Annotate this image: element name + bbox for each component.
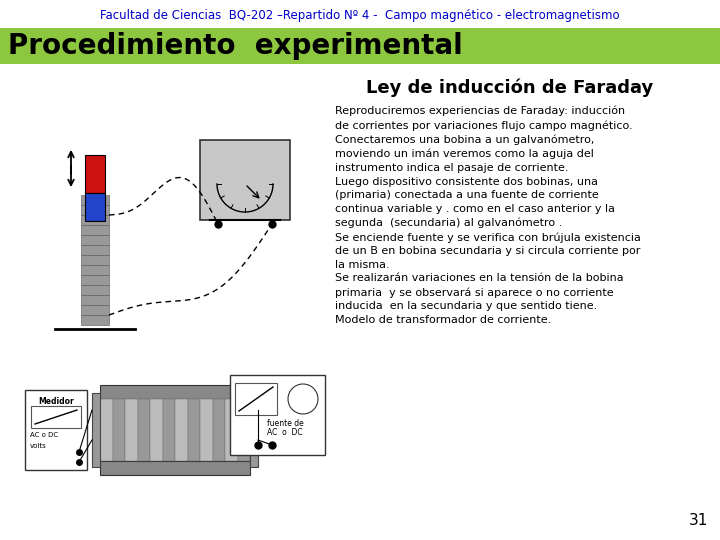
- Bar: [187, 399, 200, 461]
- Bar: [175, 399, 187, 461]
- Bar: [81, 245, 109, 255]
- Bar: [92, 393, 100, 467]
- Bar: [81, 205, 109, 215]
- Bar: [200, 399, 212, 461]
- Bar: [112, 399, 125, 461]
- Bar: [150, 399, 163, 461]
- Bar: [81, 235, 109, 245]
- Bar: [225, 399, 238, 461]
- Bar: [230, 375, 325, 455]
- Text: AC  o  DC: AC o DC: [267, 428, 303, 437]
- Text: Medidor: Medidor: [38, 397, 74, 406]
- Text: Procedimiento  experimental: Procedimiento experimental: [8, 32, 463, 60]
- Text: Facultad de Ciencias  BQ-202 –Repartido Nº 4 -  Campo magnético - electromagneti: Facultad de Ciencias BQ-202 –Repartido N…: [100, 10, 620, 23]
- Bar: [25, 390, 87, 470]
- Bar: [81, 315, 109, 325]
- Bar: [138, 399, 150, 461]
- Bar: [81, 305, 109, 315]
- Text: fuente de: fuente de: [266, 419, 303, 428]
- Bar: [238, 399, 250, 461]
- Bar: [85, 155, 105, 193]
- Text: 31: 31: [688, 513, 708, 528]
- Text: volts: volts: [30, 443, 47, 449]
- Text: Reproduciremos experiencias de Faraday: inducción
de corrientes por variaciones : Reproduciremos experiencias de Faraday: …: [335, 106, 641, 325]
- Bar: [81, 215, 109, 225]
- Bar: [81, 265, 109, 275]
- Bar: [250, 393, 258, 467]
- Bar: [0, 28, 720, 64]
- Text: Ley de inducción de Faraday: Ley de inducción de Faraday: [366, 79, 654, 97]
- Bar: [235, 383, 277, 415]
- Circle shape: [288, 384, 318, 414]
- Bar: [81, 225, 109, 235]
- Bar: [100, 461, 250, 475]
- Bar: [81, 195, 109, 205]
- Bar: [81, 255, 109, 265]
- Text: AC o DC: AC o DC: [30, 432, 58, 438]
- Bar: [212, 399, 225, 461]
- Bar: [81, 275, 109, 285]
- Bar: [125, 399, 138, 461]
- Bar: [100, 385, 250, 399]
- Bar: [100, 399, 112, 461]
- Bar: [85, 193, 105, 221]
- Bar: [81, 285, 109, 295]
- Bar: [81, 295, 109, 305]
- Bar: [163, 399, 175, 461]
- Bar: [200, 140, 290, 220]
- Bar: [31, 406, 81, 428]
